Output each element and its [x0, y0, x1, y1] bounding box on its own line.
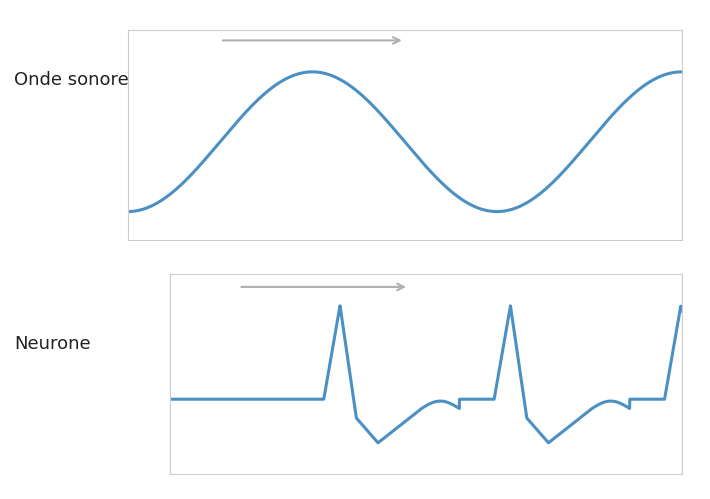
Text: Onde sonore: Onde sonore	[14, 71, 129, 89]
Text: Neurone: Neurone	[14, 335, 91, 353]
